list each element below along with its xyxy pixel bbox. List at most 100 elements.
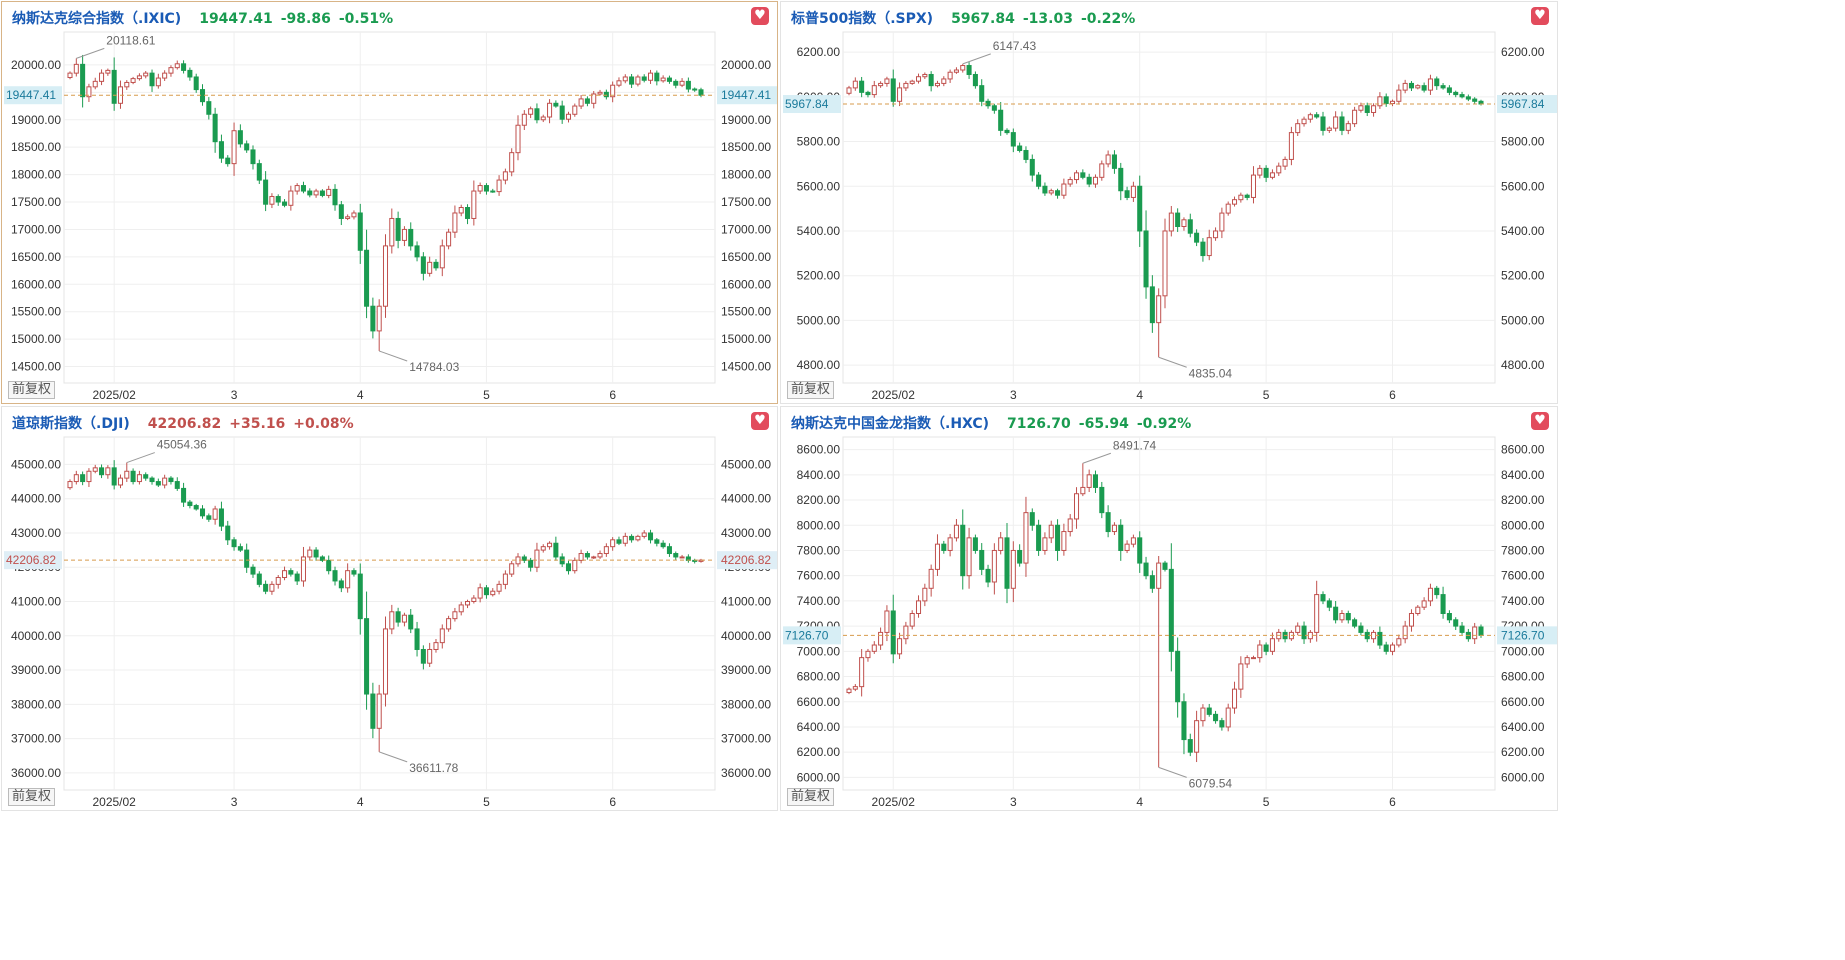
candlestick-chart[interactable]: 6200.006200.006000.006000.005800.005800.… bbox=[781, 2, 1559, 405]
candle bbox=[1377, 626, 1383, 649]
candle-body-up bbox=[143, 72, 149, 77]
candle bbox=[433, 639, 439, 653]
candle-body-up bbox=[1307, 114, 1313, 120]
candle-body-up bbox=[1042, 537, 1048, 551]
candle bbox=[105, 68, 111, 76]
low-annotation: 14784.03 bbox=[409, 360, 459, 374]
candle-body-up bbox=[86, 86, 92, 98]
index-title[interactable]: 道琼斯指数（.DJI) bbox=[12, 416, 130, 432]
candle-body-up bbox=[300, 556, 306, 582]
index-title[interactable]: 标普500指数（.SPX) bbox=[791, 11, 934, 27]
candle-body-up bbox=[915, 76, 922, 82]
candle-body-down bbox=[1421, 85, 1427, 91]
candle-body-up bbox=[1402, 82, 1408, 91]
candle-body-up bbox=[376, 305, 382, 332]
plot-frame bbox=[842, 436, 1496, 791]
candle bbox=[439, 239, 445, 277]
y-tick-label-right: 15500.00 bbox=[721, 305, 771, 319]
index-title[interactable]: 纳斯达克中国金龙指数（.HXC) bbox=[791, 416, 990, 432]
candle-body-down bbox=[155, 481, 161, 486]
y-tick-label-right: 14500.00 bbox=[721, 360, 771, 374]
candlestick-chart[interactable]: 45000.00 45000.00 44000.00 44000.00 43000.00… bbox=[2, 407, 779, 812]
candle bbox=[1194, 710, 1200, 763]
candlestick-chart[interactable]: 20000.0020000.0019500.0019500.0019000.00… bbox=[2, 2, 779, 405]
candle-body-down bbox=[1219, 720, 1225, 728]
panel-ixic[interactable]: 纳斯达克综合指数（.IXIC) 19447.41 -98.86 -0.51% ♥ 20… bbox=[1, 1, 778, 404]
candle bbox=[162, 474, 168, 489]
candle bbox=[1427, 583, 1433, 607]
candle bbox=[1453, 617, 1459, 630]
x-tick-label: 4 bbox=[357, 388, 364, 402]
candle bbox=[1149, 570, 1155, 593]
adjust-mode-button[interactable]: 前复权 bbox=[787, 788, 835, 806]
last-price-tag-right-bg bbox=[717, 551, 777, 570]
candle bbox=[187, 499, 193, 509]
adjust-mode-button[interactable]: 前复权 bbox=[8, 381, 56, 399]
candle-body-down bbox=[928, 73, 934, 87]
candle bbox=[534, 103, 540, 124]
candle bbox=[698, 558, 704, 563]
candle bbox=[1459, 91, 1465, 99]
candle-body-down bbox=[692, 88, 698, 91]
candle-body-up bbox=[597, 91, 603, 95]
candle bbox=[622, 532, 628, 547]
candle bbox=[1194, 229, 1200, 247]
index-title[interactable]: 纳斯达克综合指数（.IXIC) bbox=[12, 11, 182, 27]
heart-icon[interactable]: ♥ bbox=[1531, 412, 1549, 430]
candle bbox=[1156, 555, 1162, 768]
heart-icon[interactable]: ♥ bbox=[1531, 7, 1549, 25]
candle bbox=[1067, 514, 1073, 537]
candle bbox=[155, 73, 161, 89]
candle-body-down bbox=[1339, 116, 1345, 131]
candle-body-up bbox=[591, 93, 597, 104]
candle bbox=[1111, 522, 1117, 536]
candle-body-up bbox=[1130, 537, 1136, 545]
candle bbox=[591, 555, 597, 559]
adjust-mode-button[interactable]: 前复权 bbox=[8, 788, 56, 806]
candle-body-up bbox=[679, 556, 685, 559]
candle-body-down bbox=[1352, 619, 1358, 627]
candle bbox=[206, 513, 212, 522]
candle bbox=[282, 199, 288, 208]
candle bbox=[1358, 622, 1364, 636]
heart-icon[interactable]: ♥ bbox=[751, 412, 769, 430]
high-annotation: 6147.43 bbox=[993, 39, 1037, 53]
candle bbox=[1168, 543, 1174, 672]
candle-body-up bbox=[622, 535, 628, 544]
candle bbox=[846, 85, 852, 96]
candle bbox=[1238, 656, 1244, 698]
candle-body-up bbox=[1301, 118, 1307, 125]
candle bbox=[960, 509, 966, 590]
candle-body-down bbox=[1118, 167, 1124, 192]
candle-body-down bbox=[1301, 625, 1307, 640]
candle bbox=[80, 54, 86, 108]
candle bbox=[427, 642, 433, 667]
candle bbox=[483, 183, 489, 195]
candle-body-up bbox=[1067, 518, 1073, 533]
panel-dji[interactable]: 道琼斯指数（.DJI) 42206.82 +35.16 +0.08% ♥ 45000.… bbox=[1, 406, 778, 811]
candle bbox=[584, 96, 590, 107]
candle bbox=[1427, 74, 1433, 95]
candle bbox=[979, 79, 985, 107]
candle bbox=[319, 189, 325, 198]
candle-body-down bbox=[357, 212, 363, 251]
candle-body-down bbox=[338, 204, 344, 219]
candle-body-down bbox=[1314, 114, 1320, 118]
candlestick-chart[interactable]: 8600.00 8600.00 8400.00 8400.00 8200.00 8200.… bbox=[781, 407, 1559, 812]
adjust-mode-button[interactable]: 前复权 bbox=[787, 381, 835, 399]
candle-body-down bbox=[559, 105, 565, 120]
candle bbox=[909, 79, 915, 85]
candle bbox=[338, 578, 344, 593]
candle bbox=[934, 534, 941, 576]
panel-spx[interactable]: 标普500指数（.SPX) 5967.84 -13.03 -0.22% ♥ 6200.… bbox=[780, 1, 1558, 404]
candle-body-up bbox=[1345, 123, 1351, 131]
candle-body-up bbox=[622, 76, 628, 82]
candle-body-down bbox=[370, 693, 376, 729]
candle-body-down bbox=[1036, 524, 1042, 551]
candle-body-up bbox=[105, 467, 111, 476]
candle bbox=[909, 610, 915, 630]
candle-body-down bbox=[648, 532, 654, 541]
heart-icon[interactable]: ♥ bbox=[751, 7, 769, 25]
panel-hxc[interactable]: 纳斯达克中国金龙指数（.HXC) 7126.70 -65.94 -0.92% ♥ 86… bbox=[780, 406, 1558, 811]
y-tick-label-left: 43000.00 bbox=[11, 526, 61, 540]
